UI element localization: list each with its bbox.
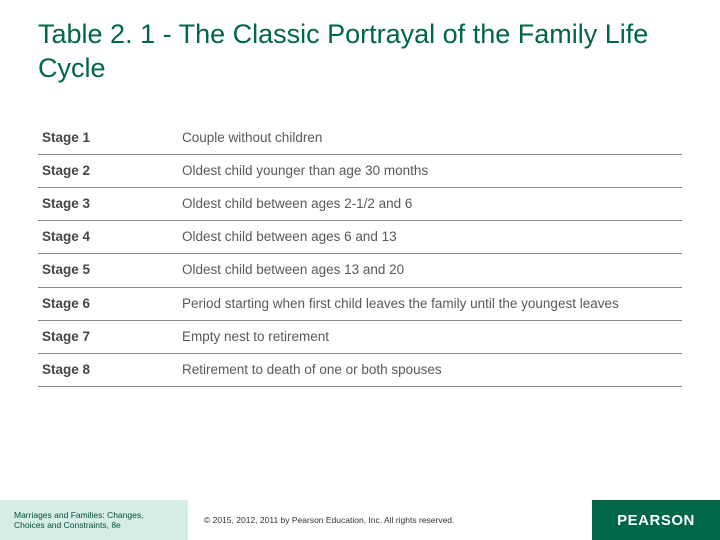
stage-label: Stage 7 (38, 320, 178, 353)
footer-copyright: © 2015, 2012, 2011 by Pearson Education,… (188, 500, 592, 540)
stage-label: Stage 6 (38, 287, 178, 320)
stage-description: Period starting when first child leaves … (178, 287, 682, 320)
table-row: Stage 5Oldest child between ages 13 and … (38, 254, 682, 287)
table-row: Stage 7Empty nest to retirement (38, 320, 682, 353)
stage-description: Oldest child between ages 6 and 13 (178, 221, 682, 254)
stage-description: Oldest child between ages 13 and 20 (178, 254, 682, 287)
stage-label: Stage 2 (38, 154, 178, 187)
stage-description: Oldest child between ages 2-1/2 and 6 (178, 187, 682, 220)
stage-description: Oldest child younger than age 30 months (178, 154, 682, 187)
footer-book-line2: Choices and Constraints, 8e (14, 520, 178, 530)
stage-label: Stage 4 (38, 221, 178, 254)
table-row: Stage 6Period starting when first child … (38, 287, 682, 320)
stage-label: Stage 5 (38, 254, 178, 287)
stage-label: Stage 1 (38, 122, 178, 155)
table-row: Stage 2Oldest child younger than age 30 … (38, 154, 682, 187)
footer-book-line1: Marriages and Families: Changes, (14, 510, 178, 520)
footer-book-title: Marriages and Families: Changes, Choices… (0, 500, 188, 540)
stage-description: Couple without children (178, 122, 682, 155)
stage-description: Empty nest to retirement (178, 320, 682, 353)
brand-logo: PEARSON (592, 500, 720, 540)
stages-table: Stage 1Couple without childrenStage 2Old… (38, 122, 682, 388)
stage-label: Stage 8 (38, 354, 178, 387)
table-row: Stage 8Retirement to death of one or bot… (38, 354, 682, 387)
stages-table-container: Stage 1Couple without childrenStage 2Old… (0, 94, 720, 388)
table-row: Stage 3Oldest child between ages 2-1/2 a… (38, 187, 682, 220)
slide-title: Table 2. 1 - The Classic Portrayal of th… (0, 0, 720, 94)
table-row: Stage 1Couple without children (38, 122, 682, 155)
table-row: Stage 4Oldest child between ages 6 and 1… (38, 221, 682, 254)
stage-description: Retirement to death of one or both spous… (178, 354, 682, 387)
stage-label: Stage 3 (38, 187, 178, 220)
slide-footer: Marriages and Families: Changes, Choices… (0, 500, 720, 540)
